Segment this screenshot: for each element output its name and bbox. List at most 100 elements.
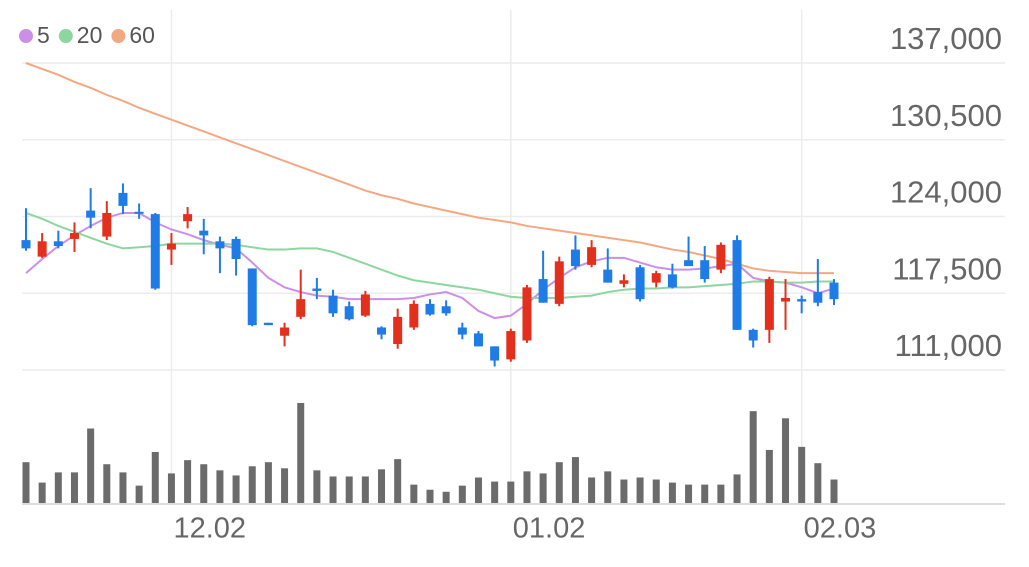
candle-body	[797, 299, 807, 302]
volume-bar	[668, 482, 676, 503]
candle-body	[554, 261, 564, 304]
volume-bar	[361, 476, 369, 503]
candle-body	[344, 306, 354, 320]
legend-marker	[58, 29, 73, 43]
volume-bar	[22, 462, 30, 503]
candle-body	[700, 260, 710, 280]
legend-marker	[19, 29, 33, 43]
volume-bar	[749, 411, 757, 503]
volume-bar	[87, 428, 95, 503]
candle-body	[506, 331, 516, 360]
volume-bar	[119, 472, 127, 503]
volume-bar	[442, 491, 450, 503]
candle-body	[538, 279, 548, 303]
candle-body	[619, 280, 629, 284]
x-tick-label: 02.03	[804, 513, 877, 545]
volume-bar	[151, 451, 159, 503]
candle-body	[684, 260, 694, 267]
volume-bar	[410, 484, 418, 503]
volume-bar	[264, 462, 272, 503]
volume-bar	[38, 482, 46, 503]
x-tick-label: 12.02	[173, 513, 246, 545]
volume-bar	[555, 462, 563, 503]
candle-body	[667, 274, 677, 288]
candle-body	[328, 295, 338, 314]
candle-body	[570, 249, 580, 267]
volume-bar	[200, 464, 208, 503]
volume-bar	[604, 471, 612, 503]
ma-line	[25, 62, 834, 275]
candle-body	[393, 316, 403, 345]
volume-bar	[830, 479, 838, 503]
x-tick-label: 01.02	[513, 513, 586, 545]
volume-bar	[167, 473, 175, 503]
candle-body	[781, 297, 791, 302]
candle-body	[247, 268, 257, 326]
candle-body	[183, 214, 193, 222]
legend-label: 60	[129, 22, 155, 48]
ma-line	[25, 211, 835, 320]
y-tick-label: 137,000	[890, 21, 1002, 56]
volume-bar	[620, 479, 628, 503]
volume-bar	[426, 489, 434, 503]
volume-bar	[539, 473, 547, 503]
y-tick-label: 130,500	[890, 98, 1002, 133]
candle-body	[102, 212, 112, 237]
candle-body	[813, 292, 823, 303]
candle-body	[231, 238, 241, 260]
volume-bar	[378, 469, 386, 503]
candle-body	[473, 333, 483, 347]
candle-body	[490, 346, 500, 361]
candle-body	[21, 240, 31, 249]
y-tick-label: 111,000	[895, 328, 1002, 363]
candle-body	[732, 240, 742, 330]
legend-label: 20	[77, 22, 103, 48]
candle-body	[53, 241, 63, 247]
candle-body	[118, 192, 128, 206]
candle-body	[635, 267, 645, 300]
volume-bar	[717, 484, 725, 503]
volume-bar	[588, 477, 596, 503]
candle-body	[425, 303, 435, 315]
volume-bar	[297, 403, 305, 503]
volume-bar	[782, 418, 790, 503]
candle-body	[37, 241, 47, 257]
volume-bar	[232, 475, 240, 503]
candle-body	[748, 329, 758, 341]
candle-body	[296, 299, 306, 317]
legend-marker	[111, 29, 126, 43]
volume-bar	[701, 484, 709, 503]
candle-body	[69, 233, 79, 239]
volume-bar	[636, 477, 644, 503]
candle-body	[199, 230, 209, 236]
volume-bar	[54, 472, 62, 503]
volume-bar	[733, 474, 741, 503]
volume-bar	[491, 481, 499, 503]
candle-body	[312, 288, 322, 291]
ma-line	[25, 212, 834, 299]
candle-body	[457, 327, 467, 335]
y-tick-label: 124,000	[890, 175, 1002, 210]
volume-bar	[507, 481, 515, 503]
candle-body	[280, 327, 290, 336]
candle-body	[716, 244, 726, 270]
volume-bar	[184, 460, 192, 503]
volume-bar	[765, 449, 773, 503]
volume-bar	[103, 464, 111, 503]
y-tick-label: 117,500	[892, 251, 1002, 286]
volume-bar	[474, 477, 482, 503]
volume-bar	[281, 468, 289, 503]
volume-bar	[798, 446, 806, 503]
volume-bar	[313, 470, 321, 503]
candle-body	[587, 247, 597, 265]
volume-bar	[571, 457, 579, 503]
volume-bar	[345, 476, 353, 503]
candle-body	[215, 241, 225, 249]
volume-bar	[329, 476, 337, 503]
volume-bar	[523, 471, 531, 503]
candle-body	[150, 214, 160, 289]
candle-body	[409, 303, 419, 328]
legend-label: 5	[37, 22, 50, 48]
candle-body	[360, 294, 370, 316]
